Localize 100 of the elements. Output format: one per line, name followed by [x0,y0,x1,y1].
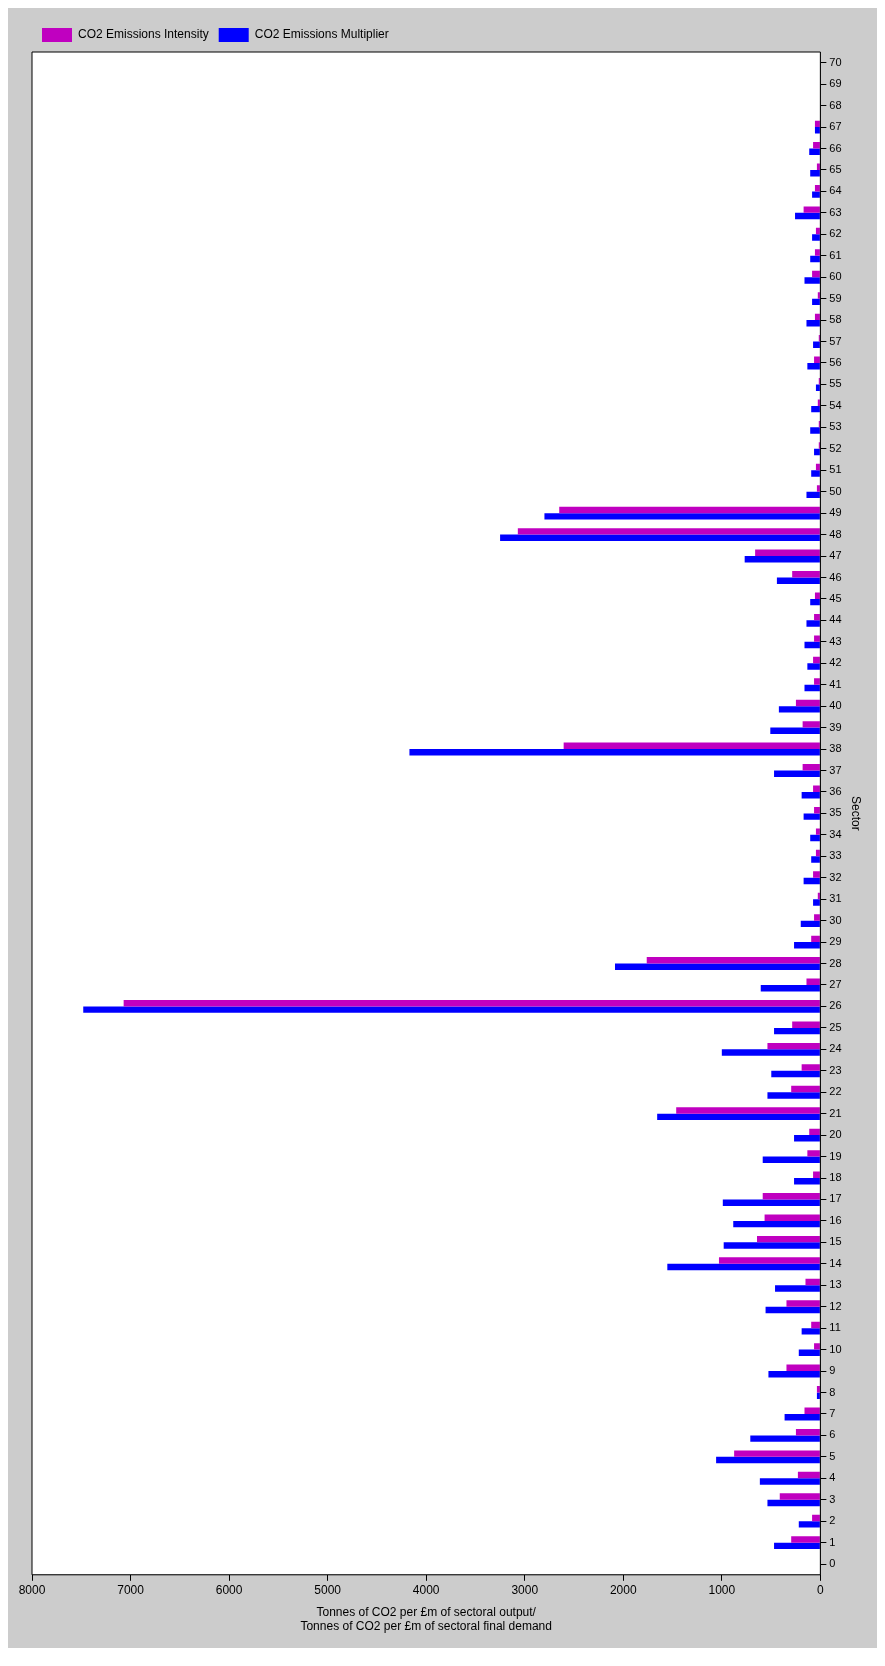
bar [771,1070,820,1078]
bar [798,1521,820,1528]
bar [814,678,820,685]
x-axis-title: Tonnes of CO2 per £m of sectoral output/ Tonnes of CO2 per £m of sectoral final demand [300,1604,552,1634]
bar [804,684,820,692]
bar [767,1092,820,1099]
bar [815,463,820,471]
y-tick-label: 32 [829,870,842,883]
y-tick-label: 22 [829,1085,842,1098]
bar [804,277,820,284]
bar [812,191,820,198]
bar [815,828,820,835]
bar [814,1343,820,1350]
y-tick-label: 17 [829,1192,842,1205]
y-tick-label: 14 [829,1256,842,1269]
bar [559,506,820,514]
y-tick-label: 70 [829,55,842,68]
bar [817,399,820,406]
bar [792,1021,820,1028]
bar [812,234,820,241]
bar [811,470,820,477]
bar [815,384,820,391]
bar [802,764,820,771]
bar [800,920,820,928]
y-tick-label: 5 [829,1449,836,1462]
y-tick-label: 59 [829,291,842,304]
bar [814,313,820,321]
bar [792,571,820,578]
y-tick-label: 12 [829,1299,842,1312]
y-tick-label: 58 [829,313,842,326]
bar [767,1499,820,1507]
y-tick-label: 27 [829,978,842,991]
y-tick-label: 7 [829,1406,836,1419]
y-tick-label: 45 [829,591,842,604]
bar [776,577,820,584]
bar [774,1542,820,1550]
bar [814,184,820,192]
y-tick-label: 1 [829,1535,836,1548]
bar [778,706,820,713]
bar [815,227,820,235]
bar [791,1085,820,1093]
y-tick-label: 11 [829,1321,841,1334]
bar [718,1257,820,1264]
bar [817,292,820,299]
bar [807,663,820,670]
bar [806,620,820,627]
bar [760,984,820,992]
y-tick-label: 68 [829,98,842,111]
y-tick-label: 39 [829,720,842,733]
bar [803,877,820,885]
bar [774,1027,820,1035]
y-tick-label: 19 [829,1149,842,1162]
bar [667,1263,820,1271]
bar [814,120,820,128]
y-tick-label: 36 [829,784,842,797]
bar [813,785,820,792]
bar [814,806,820,814]
bar [764,1214,820,1221]
bar [765,1306,820,1314]
y-tick-label: 25 [829,1020,842,1033]
bar [813,1171,820,1179]
bar [733,1220,820,1228]
bar [803,206,820,213]
bar [500,534,820,542]
y-tick-label: 55 [829,377,842,390]
bar [794,1135,820,1142]
bar [811,405,820,413]
y-tick-label: 28 [829,956,842,969]
bar [814,448,820,456]
bar [794,942,820,949]
x-tick-label: 6000 [215,1583,243,1598]
bar [786,1364,820,1372]
bar [723,1242,820,1249]
y-tick-label: 3 [829,1492,836,1505]
y-tick-label: 66 [829,141,842,154]
y-tick-label: 21 [829,1106,842,1119]
y-tick-label: 51 [829,463,842,476]
bar [812,298,820,306]
bar [813,341,820,348]
y-tick-label: 18 [829,1171,842,1184]
bar [795,1428,820,1436]
y-tick-label: 35 [829,806,842,819]
y-tick-label: 61 [829,248,842,261]
y-tick-label: 42 [829,656,842,669]
y-tick-label: 20 [829,1128,842,1141]
y-tick-label: 40 [829,699,842,712]
y-tick-label: 13 [829,1278,842,1291]
x-tick-label: 3000 [511,1583,539,1598]
bar [809,148,820,155]
bar [810,834,820,842]
bar [804,641,820,649]
bar [814,127,820,134]
bar [814,356,820,363]
legend-label: CO2 Emissions Multiplier [254,27,389,42]
bar [795,699,820,707]
y-tick-label: 48 [829,527,842,540]
y-tick-label: 69 [829,77,842,90]
y-tick-label: 23 [829,1063,842,1076]
bar [807,362,820,370]
x-tick-label: 5000 [314,1583,342,1598]
